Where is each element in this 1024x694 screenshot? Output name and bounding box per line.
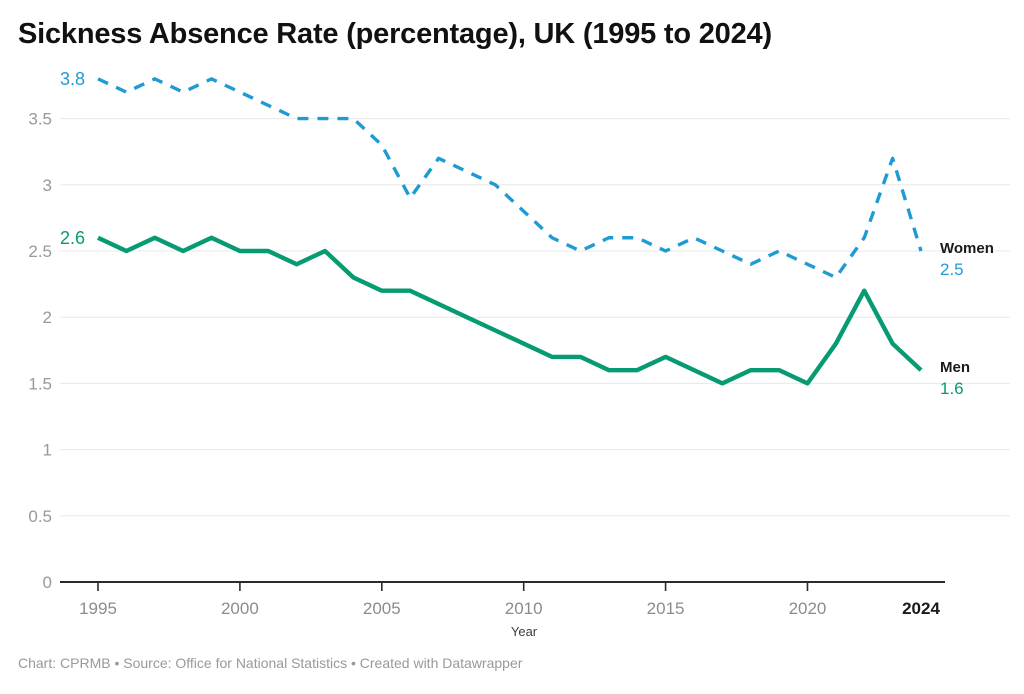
svg-text:1: 1 bbox=[43, 441, 52, 460]
svg-text:2015: 2015 bbox=[647, 599, 685, 618]
svg-text:2005: 2005 bbox=[363, 599, 401, 618]
page-title: Sickness Absence Rate (percentage), UK (… bbox=[18, 18, 772, 50]
x-axis-line bbox=[60, 581, 945, 591]
y-axis-tick-labels: 0 0.5 1 1.5 2 2.5 3 3.5 bbox=[28, 110, 52, 592]
svg-text:Men: Men bbox=[940, 359, 970, 376]
svg-text:0.5: 0.5 bbox=[28, 507, 52, 526]
svg-text:1995: 1995 bbox=[79, 599, 117, 618]
svg-text:Women: Women bbox=[940, 240, 994, 257]
svg-text:2020: 2020 bbox=[789, 599, 827, 618]
chart-footer-credit: Chart: CPRMB • Source: Office for Nation… bbox=[18, 655, 523, 671]
gridlines bbox=[60, 118, 1010, 517]
svg-text:2.6: 2.6 bbox=[60, 228, 85, 248]
svg-text:1.6: 1.6 bbox=[940, 379, 964, 398]
svg-text:2: 2 bbox=[43, 308, 52, 327]
svg-text:3.5: 3.5 bbox=[28, 110, 52, 129]
svg-text:1.5: 1.5 bbox=[28, 374, 52, 393]
svg-text:2000: 2000 bbox=[221, 599, 259, 618]
svg-text:3.8: 3.8 bbox=[60, 69, 85, 89]
x-axis-tick-labels: 1995 2000 2005 2010 2015 2020 2024 bbox=[79, 599, 940, 618]
line-chart-plot: 0 0.5 1 1.5 2 2.5 3 3.5 1995 2000 2005 2010 2015 202… bbox=[28, 69, 1010, 639]
x-axis-title: Year bbox=[511, 624, 538, 639]
series-annotations: 3.8 2.6 Women 2.5 Men 1.6 bbox=[60, 69, 994, 398]
svg-text:0: 0 bbox=[43, 573, 52, 592]
svg-text:2024: 2024 bbox=[902, 599, 940, 618]
svg-text:2.5: 2.5 bbox=[28, 242, 52, 261]
svg-text:3: 3 bbox=[43, 176, 52, 195]
svg-text:2.5: 2.5 bbox=[940, 260, 964, 279]
series-lines bbox=[97, 77, 923, 386]
svg-text:2010: 2010 bbox=[505, 599, 543, 618]
